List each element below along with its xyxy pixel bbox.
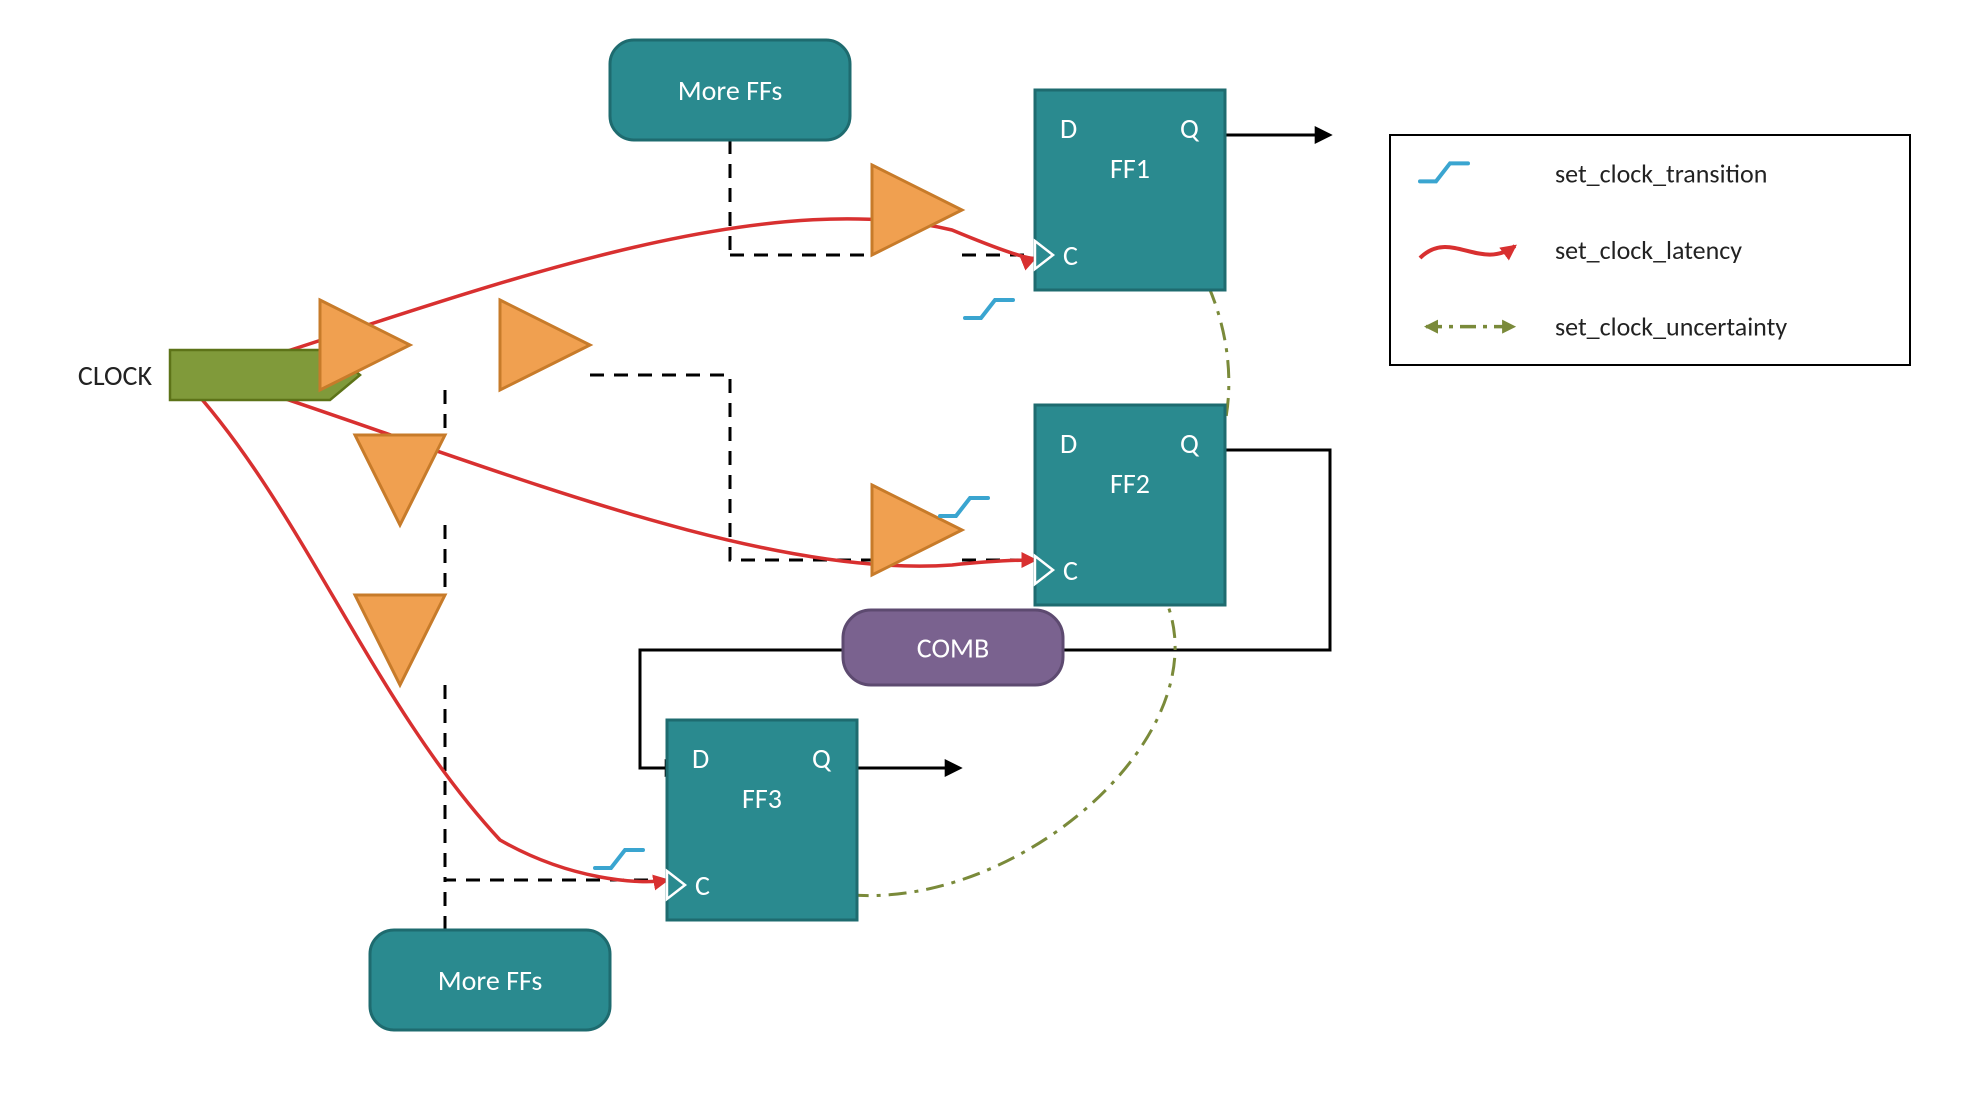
comb-label: COMB <box>917 631 989 666</box>
legend: set_clock_transition set_clock_latencyset… <box>1390 135 1910 365</box>
transition-icon <box>940 498 988 516</box>
flipflop-ff2: D Q FF2 C <box>1035 405 1225 605</box>
ff-port-c: C <box>1063 238 1078 273</box>
buffer-icon <box>355 435 445 525</box>
ff-name: FF1 <box>1110 151 1150 186</box>
ff-name: FF2 <box>1110 466 1150 501</box>
clock-tree-wire <box>590 375 872 560</box>
ff-port-q: Q <box>1180 426 1200 461</box>
transition-icon <box>965 300 1013 318</box>
buffer-icon <box>872 485 962 575</box>
clock-label: CLOCK <box>78 358 153 393</box>
flipflop-ff3: D Q FF3 C <box>667 720 857 920</box>
buffer-icon <box>320 300 410 390</box>
more-ffs-bottom-label: More FFs <box>438 963 543 998</box>
ff-port-d: D <box>692 741 709 776</box>
ff-port-c: C <box>695 868 710 903</box>
buffer-icon <box>500 300 590 390</box>
ff-port-q: Q <box>812 741 832 776</box>
clock-tree-diagram: CLOCKMore FFsMore FFsCOMBDQFF1CDQFF2CDQF… <box>0 0 1984 1100</box>
buffer-icon <box>355 595 445 685</box>
flipflop-ff1: D Q FF1 C <box>1035 90 1225 290</box>
legend-label: set_clock_latency <box>1555 234 1742 266</box>
ff-name: FF3 <box>742 781 782 816</box>
ff-port-d: D <box>1060 426 1077 461</box>
legend-label: set_clock_transition <box>1555 157 1767 189</box>
ff-port-q: Q <box>1180 111 1200 146</box>
transition-icon <box>595 850 643 868</box>
buffer-icon <box>872 165 962 255</box>
legend-label: set_clock_uncertainty <box>1555 311 1787 343</box>
ff-port-c: C <box>1063 553 1078 588</box>
more-ffs-top-label: More FFs <box>678 73 783 108</box>
ff-port-d: D <box>1060 111 1077 146</box>
